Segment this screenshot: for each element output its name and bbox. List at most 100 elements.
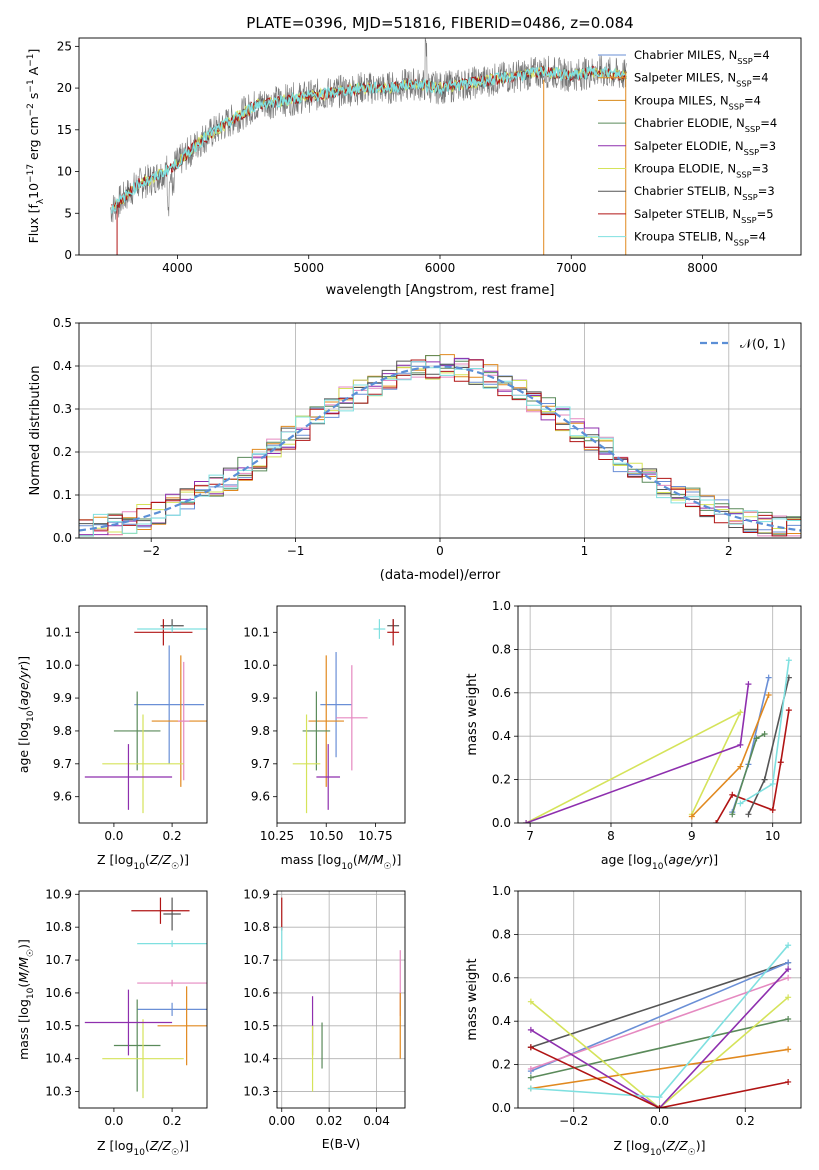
y-tick-label: 9.8: [251, 724, 270, 738]
weight-marker: [785, 1016, 792, 1023]
x-tick-label: 10.75: [358, 829, 392, 843]
spectrum-model: [111, 65, 628, 214]
weight-marker: [527, 1065, 534, 1072]
x-tick-label: 8000: [687, 261, 718, 275]
y-tick-label: 9.7: [53, 757, 72, 771]
weight-marker: [785, 974, 792, 981]
weight-marker: [753, 735, 760, 742]
legend-label: 𝒩(0, 1): [740, 336, 786, 351]
y-tick-label: 10.7: [243, 953, 270, 967]
weight-marker: [737, 709, 744, 716]
y-tick-label: 1.0: [492, 884, 511, 898]
y-tick-label: 0.4: [492, 729, 511, 743]
y-tick-label: 20: [57, 81, 72, 95]
y-tick-label: 10.8: [243, 920, 270, 934]
y-tick-label: 10.7: [45, 953, 72, 967]
x-axis-label: Z [log10(Z/Z☉)]: [97, 1138, 189, 1158]
axes-mass_vs_Z: 0.0 0.2 10.3 10.4 10.5 10.6 10.7 10.8 10.9 Z [log…: [16, 887, 208, 1158]
y-tick-label: 0: [64, 248, 72, 262]
weight-marker: [527, 1044, 534, 1051]
y-tick-label: 10.9: [45, 887, 72, 901]
x-tick-label: 10.50: [309, 829, 343, 843]
y-tick-label: 9.9: [53, 691, 72, 705]
y-tick-label: 9.7: [251, 757, 270, 771]
x-tick-label: 4000: [162, 261, 193, 275]
x-tick-label: 0: [436, 544, 444, 558]
y-tick-label: 10.3: [45, 1085, 72, 1099]
weight-marker: [785, 959, 792, 966]
plot-area: [79, 354, 801, 537]
y-tick-label: 10.3: [243, 1085, 270, 1099]
y-tick-label: 10.4: [243, 1052, 270, 1066]
weight-series: [530, 968, 789, 1108]
weight-marker: [765, 674, 772, 681]
plot-area: [84, 897, 207, 1099]
y-tick-label: 5: [64, 206, 72, 220]
legend-label: Chabrier MILES, NSSP=4: [634, 48, 770, 66]
y-tick-label: 10.1: [243, 625, 270, 639]
legend-label: Chabrier ELODIE, NSSP=4: [634, 116, 777, 134]
axes-frame: [276, 890, 406, 1109]
legend-label: Salpeter MILES, NSSP=4: [634, 71, 769, 89]
y-tick-label: 0.2: [53, 445, 72, 459]
y-tick-label: 10.8: [45, 920, 72, 934]
y-tick-label: 0.6: [492, 686, 511, 700]
plot-area: [84, 619, 207, 814]
y-axis-label: mass weight: [465, 673, 480, 755]
x-tick-label: 10.25: [260, 829, 294, 843]
x-tick-label: 7000: [556, 261, 587, 275]
plot-area: [523, 657, 792, 823]
y-tick-label: 9.6: [53, 790, 72, 804]
y-tick-label: 10.1: [45, 625, 72, 639]
weight-marker: [765, 691, 772, 698]
weight-marker: [656, 1094, 663, 1101]
x-tick-label: 5000: [293, 261, 324, 275]
x-axis-label: age [log10(age/yr)]: [601, 852, 718, 872]
legend-label: Salpeter STELIB, NSSP=5: [634, 207, 774, 225]
weight-marker: [785, 657, 792, 664]
axes-mass_vs_ebv: 0.00 0.02 0.04 10.3 10.4 10.5 10.6 10.7 10.8 10.9…: [243, 887, 406, 1151]
plot-area: [292, 619, 400, 814]
weight-marker: [769, 806, 776, 813]
x-tick-label: 10: [765, 829, 780, 843]
x-tick-label: 0.0: [104, 1114, 123, 1128]
figure-title: PLATE=0396, MJD=51816, FIBERID=0486, z=0…: [246, 14, 633, 32]
weight-marker: [737, 741, 744, 748]
weight-marker: [785, 1078, 792, 1085]
spectrum-data: [110, 38, 627, 223]
y-tick-label: 10.6: [243, 986, 270, 1000]
axes-weight_vs_age: 7 8 9 10 0.0 0.2 0.4 0.6 0.8 1.0 age [log10(age/yr…: [465, 599, 802, 872]
weight-marker: [785, 966, 792, 973]
x-tick-label: 7: [526, 829, 534, 843]
axes-frame: [276, 605, 406, 824]
y-axis-label: age [log10(age/yr)]: [16, 656, 36, 773]
y-tick-label: 0.0: [53, 531, 72, 545]
weight-marker: [785, 942, 792, 949]
axes-age_vs_Z: 0.0 0.2 9.6 9.7 9.8 9.9 10.0 10.1 Z [log10(Z/Z☉)…: [16, 605, 208, 872]
axes-spectrum: 4000 5000 6000 7000 8000 0 5 10 15 20 25 Chabrier M…: [26, 37, 802, 298]
y-tick-label: 0.2: [492, 773, 511, 787]
normal-curve: [79, 365, 801, 532]
x-tick-label: 6000: [425, 261, 456, 275]
x-tick-label: 0.2: [163, 1114, 182, 1128]
y-axis-label: Normed distribution: [28, 366, 43, 496]
axes-frame: [78, 605, 208, 824]
axes-frame: [517, 890, 802, 1109]
weight-marker: [769, 780, 776, 787]
y-tick-label: 25: [57, 39, 72, 53]
y-tick-label: 10.6: [45, 986, 72, 1000]
y-tick-label: 10.0: [45, 658, 72, 672]
y-tick-label: 0.0: [492, 816, 511, 830]
y-tick-label: 10.5: [45, 1019, 72, 1033]
x-tick-label: 9: [688, 829, 696, 843]
weight-series: [525, 683, 750, 823]
y-tick-label: 9.9: [251, 691, 270, 705]
y-tick-label: 0.5: [53, 316, 72, 330]
x-tick-label: 0.2: [736, 1114, 755, 1128]
x-tick-label: 0.00: [268, 1114, 295, 1128]
x-tick-label: 0.0: [650, 1114, 669, 1128]
legend-label: Kroupa ELODIE, NSSP=3: [634, 162, 769, 180]
axes-weight_vs_Z: −0.2 0.0 0.2 0.0 0.2 0.4 0.6 0.8 1.0 Z [log10(Z/Z…: [465, 884, 802, 1158]
x-tick-label: 1: [581, 544, 589, 558]
